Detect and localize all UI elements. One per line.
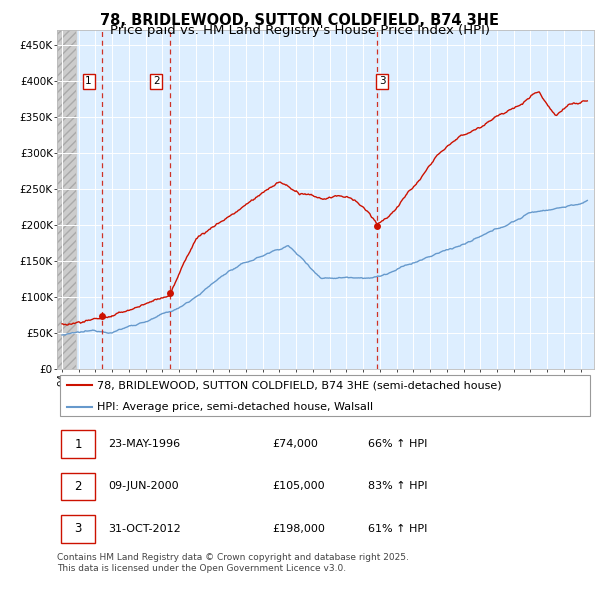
FancyBboxPatch shape <box>61 430 95 458</box>
Text: 61% ↑ HPI: 61% ↑ HPI <box>368 524 428 534</box>
Text: £74,000: £74,000 <box>272 439 317 449</box>
Text: HPI: Average price, semi-detached house, Walsall: HPI: Average price, semi-detached house,… <box>97 402 373 411</box>
Text: 3: 3 <box>379 76 385 86</box>
Bar <box>57 30 76 369</box>
Text: 66% ↑ HPI: 66% ↑ HPI <box>368 439 428 449</box>
Text: Contains HM Land Registry data © Crown copyright and database right 2025.
This d: Contains HM Land Registry data © Crown c… <box>57 553 409 573</box>
Text: 2: 2 <box>74 480 82 493</box>
Text: 2: 2 <box>153 76 160 86</box>
FancyBboxPatch shape <box>59 375 590 416</box>
Text: 3: 3 <box>74 522 82 535</box>
Text: £105,000: £105,000 <box>272 481 325 491</box>
FancyBboxPatch shape <box>61 515 95 543</box>
Text: 1: 1 <box>74 438 82 451</box>
Text: 78, BRIDLEWOOD, SUTTON COLDFIELD, B74 3HE: 78, BRIDLEWOOD, SUTTON COLDFIELD, B74 3H… <box>101 13 499 28</box>
Text: 1: 1 <box>85 76 92 86</box>
Text: 31-OCT-2012: 31-OCT-2012 <box>108 524 181 534</box>
Text: Price paid vs. HM Land Registry's House Price Index (HPI): Price paid vs. HM Land Registry's House … <box>110 24 490 37</box>
FancyBboxPatch shape <box>61 473 95 500</box>
Text: 09-JUN-2000: 09-JUN-2000 <box>108 481 179 491</box>
Text: 78, BRIDLEWOOD, SUTTON COLDFIELD, B74 3HE (semi-detached house): 78, BRIDLEWOOD, SUTTON COLDFIELD, B74 3H… <box>97 381 502 391</box>
Text: £198,000: £198,000 <box>272 524 325 534</box>
Text: 23-MAY-1996: 23-MAY-1996 <box>108 439 180 449</box>
Text: 83% ↑ HPI: 83% ↑ HPI <box>368 481 428 491</box>
Bar <box>57 30 76 369</box>
